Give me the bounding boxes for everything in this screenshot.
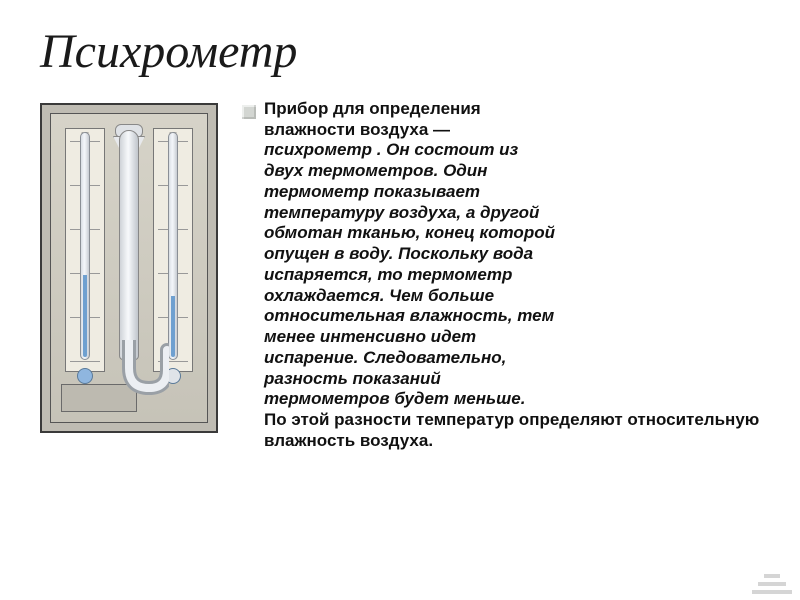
- wet-thermometer-tube: [168, 132, 178, 360]
- slide-corner-decor: [752, 566, 792, 594]
- center-pipe: [119, 130, 139, 360]
- device-inner: °C °C: [50, 113, 208, 423]
- content-row: °C °C: [40, 99, 760, 580]
- wet-liquid: [171, 296, 175, 357]
- j-pipe: [89, 340, 169, 396]
- dry-liquid: [83, 275, 87, 357]
- slide: Психрометр °C °C: [0, 0, 800, 600]
- bullet-square-icon: [242, 105, 256, 119]
- device-frame: °C °C: [40, 103, 218, 433]
- page-title: Психрометр: [40, 24, 760, 79]
- dry-thermometer-tube: [80, 132, 90, 360]
- body-text: Прибор для определения влажности воздуха…: [264, 99, 760, 451]
- psychrometer-figure: °C °C: [40, 99, 230, 580]
- bullet-row: Прибор для определения влажности воздуха…: [242, 99, 760, 451]
- text-column: Прибор для определения влажности воздуха…: [242, 99, 760, 580]
